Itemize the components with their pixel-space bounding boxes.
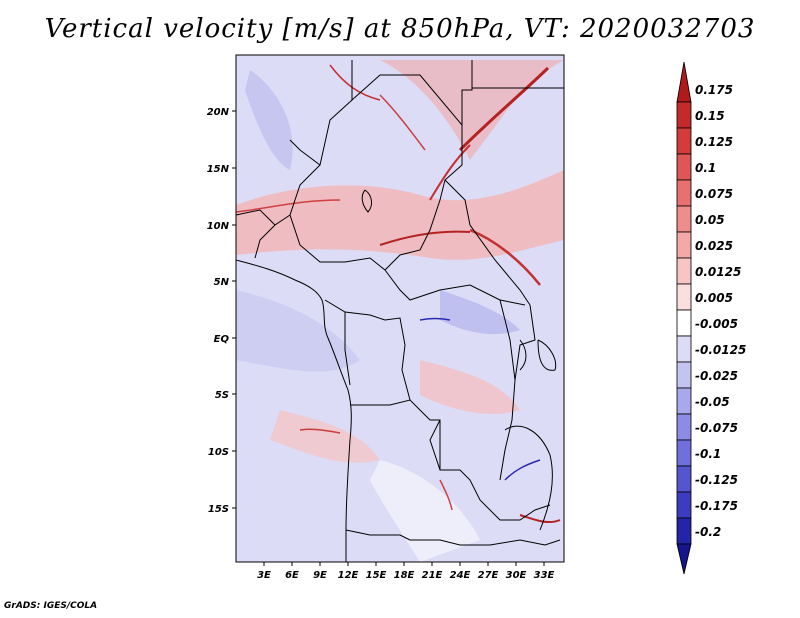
colorbar-swatch <box>676 257 692 285</box>
colorbar-swatch <box>676 283 692 311</box>
colorbar-swatch <box>676 179 692 207</box>
lon-label: 33E <box>534 570 555 581</box>
lon-label: 27E <box>478 570 499 581</box>
lon-label: 15E <box>366 570 387 581</box>
lat-label: 5S <box>215 390 229 401</box>
colorbar-label: 0.15 <box>695 109 725 123</box>
colorbar-swatch <box>676 387 692 415</box>
colorbar-label: -0.05 <box>695 395 730 409</box>
colorbar-label: -0.2 <box>695 525 721 539</box>
colorbar: 0.175 0.15 0.125 0.1 0.075 0.05 0.025 0.0125 0.0… <box>676 61 746 575</box>
colorbar-swatch <box>676 61 692 103</box>
colorbar-swatch <box>676 465 692 493</box>
colorbar-label: 0.005 <box>695 291 733 305</box>
lat-ticks <box>232 110 236 509</box>
lon-label: 24E <box>450 570 471 581</box>
colorbar-swatch <box>676 439 692 467</box>
colorbar-label: 0.05 <box>695 213 725 227</box>
colorbar-swatch <box>676 491 692 519</box>
lat-label: 5N <box>214 277 230 288</box>
lat-labels: 20N 15N 10N 5N EQ 5S 10S 15S <box>207 107 230 515</box>
grads-credit: GrADS: IGES/COLA <box>4 601 98 611</box>
lon-label: 18E <box>394 570 415 581</box>
colorbar-label: -0.0125 <box>695 343 746 357</box>
colorbar-swatch <box>676 309 692 337</box>
colorbar-swatch <box>676 231 692 259</box>
colorbar-label: -0.125 <box>695 473 738 487</box>
colorbar-swatch <box>676 361 692 389</box>
chart-title: Vertical velocity [m/s] at 850hPa, VT: 2… <box>44 14 756 44</box>
velocity-field <box>236 55 564 562</box>
lat-label: 15N <box>207 164 230 175</box>
colorbar-label: -0.025 <box>695 369 738 383</box>
colorbar-swatch <box>676 413 692 441</box>
lon-label: 30E <box>506 570 527 581</box>
colorbar-swatch <box>676 101 692 129</box>
colorbar-label: -0.175 <box>695 499 738 513</box>
colorbar-swatch <box>676 517 692 545</box>
lon-ticks <box>263 562 545 566</box>
lon-label: 6E <box>285 570 299 581</box>
map-frame <box>235 54 565 563</box>
colorbar-swatch <box>676 335 692 363</box>
lon-labels: 3E 6E 9E 12E 15E 18E 21E 24E 27E 30E 33E <box>257 570 554 581</box>
colorbar-swatch <box>676 153 692 181</box>
colorbar-label: -0.005 <box>695 317 738 331</box>
lat-label: EQ <box>214 334 230 345</box>
lat-label: 15S <box>208 504 229 515</box>
colorbar-swatch <box>676 543 692 575</box>
colorbar-swatch <box>676 127 692 155</box>
lat-label: 20N <box>207 107 230 118</box>
colorbar-swatch <box>676 205 692 233</box>
colorbar-label: -0.1 <box>695 447 721 461</box>
colorbar-label: 0.1 <box>695 161 716 175</box>
colorbar-label: 0.175 <box>695 83 733 97</box>
lon-label: 3E <box>257 570 271 581</box>
lon-label: 21E <box>422 570 443 581</box>
lat-label: 10N <box>207 221 230 232</box>
colorbar-label: 0.075 <box>695 187 733 201</box>
lon-label: 12E <box>338 570 359 581</box>
colorbar-label: 0.025 <box>695 239 733 253</box>
lon-label: 9E <box>313 570 327 581</box>
lat-label: 10S <box>208 447 229 458</box>
colorbar-label: 0.125 <box>695 135 733 149</box>
colorbar-label: 0.0125 <box>695 265 741 279</box>
colorbar-label: -0.075 <box>695 421 738 435</box>
